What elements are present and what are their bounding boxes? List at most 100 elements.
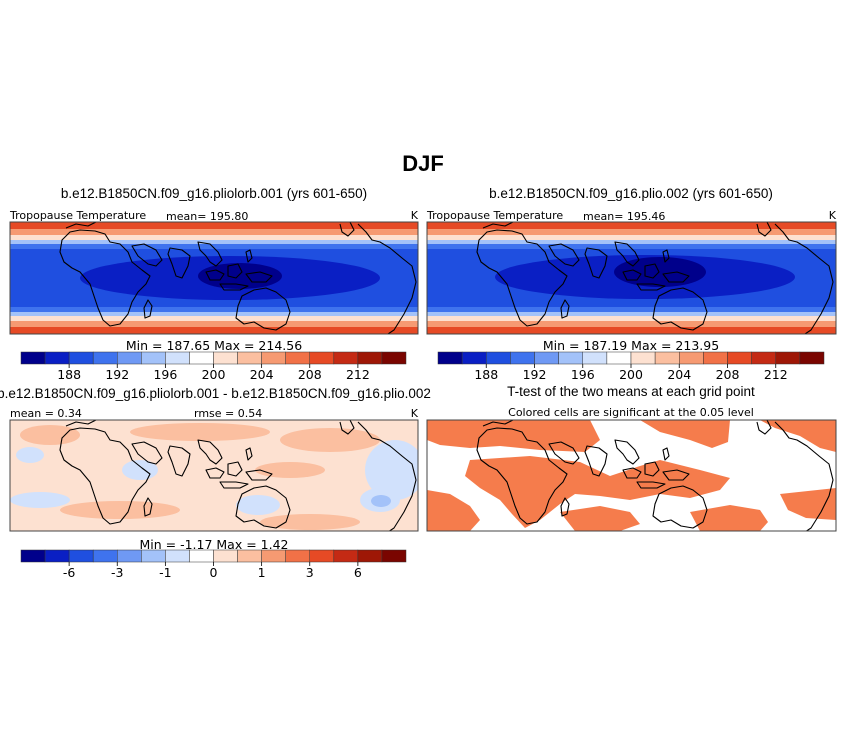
panel-1-colorbar: 188 192 196 200 204 208 212 <box>20 351 407 382</box>
colorbar-swatch <box>654 351 680 365</box>
panel-3-colorbar: -6 -3 -1 0 1 3 6 <box>20 549 407 580</box>
colorbar-swatch <box>92 549 118 563</box>
panel-4: T-test of the two means at each grid poi… <box>426 384 837 532</box>
panel-2: b.e12.B1850CN.f09_g16.plio.002 (yrs 601-… <box>426 186 837 382</box>
colorbar-swatch <box>333 549 359 563</box>
colorbar-swatch <box>213 549 238 563</box>
panel-1-map-field <box>10 222 418 334</box>
colorbar-swatch <box>558 351 583 365</box>
panel-3-units: K <box>411 407 419 420</box>
colorbar-swatch <box>357 549 383 563</box>
colorbar-swatch <box>630 351 656 365</box>
colorbar-swatch <box>141 549 166 563</box>
colorbar-swatch <box>285 351 310 365</box>
colorbar-tick-label: -1 <box>159 565 171 580</box>
colorbar-swatch <box>44 549 70 563</box>
figure-title: DJF <box>402 151 444 176</box>
panel-2-map-frame <box>426 221 837 335</box>
panel-3-minmax: Min = -1.17 Max = 1.42 <box>139 537 288 552</box>
colorbar-swatch <box>461 351 487 365</box>
colorbar-swatch <box>679 351 704 365</box>
colorbar-tick-label: 208 <box>716 367 740 382</box>
colorbar-swatch <box>261 549 286 563</box>
colorbar-tick-label: 212 <box>346 367 370 382</box>
colorbar-swatch <box>213 351 238 365</box>
panel-4-subtitle: Colored cells are significant at the 0.0… <box>508 406 754 419</box>
colorbar-tick-label: 200 <box>619 367 643 382</box>
panel-3: b.e12.B1850CN.f09_g16.pliolorb.001 - b.e… <box>0 386 431 580</box>
colorbar-tick-label: 3 <box>306 565 314 580</box>
colorbar-swatch <box>189 351 214 365</box>
panel-3-map-frame <box>9 419 419 532</box>
colorbar-swatch <box>141 351 166 365</box>
colorbar-swatch <box>44 351 70 365</box>
colorbar-swatch <box>68 549 94 563</box>
colorbar-tick-label: 0 <box>210 565 218 580</box>
colorbar-tick-label: 196 <box>571 367 595 382</box>
colorbar-swatch <box>261 351 286 365</box>
panel-2-title: b.e12.B1850CN.f09_g16.plio.002 (yrs 601-… <box>489 186 773 201</box>
colorbar-swatch <box>68 351 94 365</box>
colorbar-swatch <box>381 549 407 563</box>
panel-1-units: K <box>411 209 419 222</box>
panel-3-title: b.e12.B1850CN.f09_g16.pliolorb.001 - b.e… <box>0 386 431 401</box>
panel-1-mean: mean= 195.80 <box>166 210 248 223</box>
colorbar-tick-label: 204 <box>250 367 274 382</box>
colorbar-tick-label: 208 <box>298 367 322 382</box>
colorbar-tick-label: 196 <box>153 367 177 382</box>
colorbar-swatch <box>357 351 383 365</box>
colorbar-swatch <box>510 351 535 365</box>
panel-1-minmax: Min = 187.65 Max = 214.56 <box>126 338 302 353</box>
colorbar-swatch <box>165 549 190 563</box>
colorbar-tick-label: -3 <box>111 565 123 580</box>
colorbar-swatch <box>582 351 608 365</box>
colorbar-swatch <box>437 351 463 365</box>
panel-2-units: K <box>829 209 837 222</box>
colorbar-swatch <box>703 351 728 365</box>
panel-1-map-frame <box>9 221 419 335</box>
panel-3-mean: mean = 0.34 <box>10 407 82 420</box>
colorbar-tick-label: 192 <box>105 367 129 382</box>
colorbar-swatch <box>20 549 46 563</box>
colorbar-swatch <box>285 549 310 563</box>
panel-1: b.e12.B1850CN.f09_g16.pliolorb.001 (yrs … <box>9 186 419 382</box>
panel-4-map-frame <box>426 419 837 532</box>
colorbar-swatch <box>20 351 46 365</box>
colorbar-swatch <box>117 351 142 365</box>
panel-2-colorbar: 188 192 196 200 204 208 212 <box>437 351 825 382</box>
panel-2-map-field <box>427 222 836 334</box>
colorbar-swatch <box>606 351 632 365</box>
colorbar-tick-label: 1 <box>258 565 266 580</box>
colorbar-swatch <box>237 549 262 563</box>
panel-2-minmax: Min = 187.19 Max = 213.95 <box>543 338 719 353</box>
colorbar-swatch <box>534 351 559 365</box>
panel-2-variable-label: Tropopause Temperature <box>426 209 563 222</box>
colorbar-tick-label: 188 <box>57 367 81 382</box>
colorbar-swatch <box>775 351 801 365</box>
colorbar-swatch <box>381 351 407 365</box>
panel-1-title: b.e12.B1850CN.f09_g16.pliolorb.001 (yrs … <box>61 186 367 201</box>
panel-3-rmse: rmse = 0.54 <box>194 407 262 420</box>
panel-1-variable-label: Tropopause Temperature <box>9 209 146 222</box>
colorbar-swatch <box>486 351 511 365</box>
colorbar-swatch <box>309 549 335 563</box>
colorbar-tick-label: 188 <box>474 367 498 382</box>
colorbar-tick-label: 6 <box>354 565 362 580</box>
colorbar-swatch <box>237 351 262 365</box>
colorbar-swatch <box>92 351 118 365</box>
panel-4-map-field <box>427 420 836 531</box>
colorbar-swatch <box>117 549 142 563</box>
panel-4-title: T-test of the two means at each grid poi… <box>507 384 755 399</box>
panel-3-map-field <box>10 420 418 531</box>
panel-2-mean: mean= 195.46 <box>583 210 665 223</box>
colorbar-tick-label: -6 <box>63 565 76 580</box>
colorbar-tick-label: 200 <box>202 367 226 382</box>
colorbar-swatch <box>333 351 359 365</box>
colorbar-swatch <box>727 351 752 365</box>
colorbar-tick-label: 212 <box>764 367 788 382</box>
colorbar-swatch <box>309 351 335 365</box>
colorbar-swatch <box>751 351 776 365</box>
colorbar-tick-label: 192 <box>523 367 547 382</box>
colorbar-swatch <box>799 351 825 365</box>
